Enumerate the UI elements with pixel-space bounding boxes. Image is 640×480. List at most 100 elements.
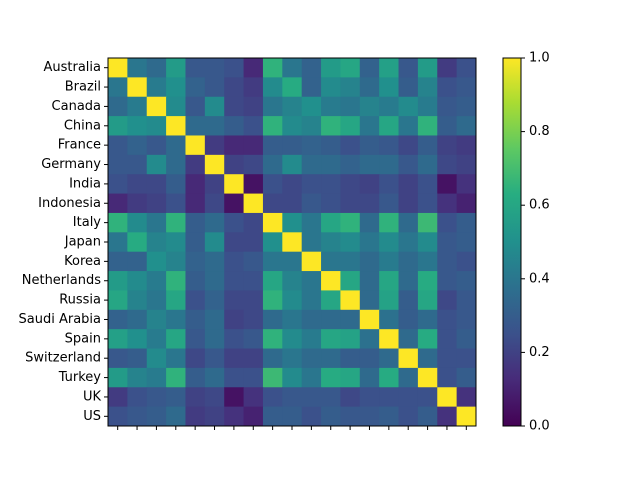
heatmap-cell-3-2 (146, 116, 167, 136)
heatmap-cell-14-6 (224, 329, 245, 350)
heatmap-cell-3-12 (340, 116, 361, 136)
heatmap-cell-9-10 (301, 232, 322, 253)
heatmap-cell-3-4 (185, 116, 206, 136)
heatmap-cell-0-4 (185, 58, 206, 78)
heatmap-cell-10-17 (437, 251, 458, 272)
heatmap-cell-4-10 (301, 135, 322, 156)
heatmap-cell-9-5 (204, 232, 225, 253)
heatmap-cell-14-7 (243, 329, 264, 350)
heatmap-cell-10-3 (166, 251, 186, 272)
y-tick-label: US (83, 409, 101, 424)
heatmap-cell-18-8 (262, 406, 283, 427)
heatmap-cell-10-6 (224, 251, 245, 272)
heatmap-cell-7-13 (359, 193, 380, 214)
heatmap-cell-15-16 (417, 348, 438, 369)
heatmap-cell-0-10 (301, 58, 322, 78)
heatmap-cell-3-14 (379, 116, 400, 136)
heatmap-cell-17-3 (166, 387, 186, 408)
heatmap-cell-15-15 (398, 348, 419, 369)
heatmap-cell-18-16 (417, 406, 438, 427)
heatmap-cell-4-5 (204, 135, 225, 156)
heatmap-cell-15-4 (185, 348, 206, 369)
heatmap-cell-10-16 (417, 251, 438, 272)
heatmap-cell-11-0 (108, 271, 128, 291)
heatmap-cell-15-7 (243, 348, 264, 369)
heatmap-cell-2-12 (340, 96, 361, 117)
heatmap-cell-7-12 (340, 193, 361, 214)
heatmap-cell-7-1 (127, 193, 148, 214)
heatmap-cell-10-7 (243, 251, 264, 272)
heatmap-cell-6-18 (456, 174, 477, 195)
heatmap-cell-2-15 (398, 96, 419, 117)
heatmap-cell-6-14 (379, 174, 400, 195)
heatmap-cell-1-0 (108, 77, 128, 98)
heatmap-cell-9-18 (456, 232, 477, 253)
heatmap-cell-1-9 (282, 77, 303, 98)
heatmap-cell-5-16 (417, 154, 438, 175)
heatmap-cell-7-0 (108, 193, 128, 214)
y-tick-label: Japan (64, 235, 101, 250)
heatmap-cell-0-12 (340, 58, 361, 78)
heatmap-cell-17-9 (282, 387, 303, 408)
heatmap-cell-4-8 (262, 135, 283, 156)
heatmap-cell-4-7 (243, 135, 264, 156)
heatmap-cell-15-8 (262, 348, 283, 369)
heatmap-cell-13-10 (301, 309, 322, 330)
heatmap-cell-13-16 (417, 309, 438, 330)
heatmap-cell-0-17 (437, 58, 458, 78)
heatmap-cell-10-1 (127, 251, 148, 272)
heatmap-cell-17-13 (359, 387, 380, 408)
heatmap-cell-5-4 (185, 154, 206, 175)
heatmap-cell-13-11 (321, 309, 341, 330)
heatmap-cell-18-15 (398, 406, 419, 427)
heatmap-cell-5-13 (359, 154, 380, 175)
y-tick-labels: Australia Brazil Canada China France Germany I… (19, 60, 108, 424)
heatmap-cell-1-7 (243, 77, 264, 98)
heatmap-cell-12-3 (166, 290, 186, 311)
heatmap-cell-18-14 (379, 406, 400, 427)
heatmap-cell-2-9 (282, 96, 303, 117)
heatmap-cell-0-0 (108, 58, 128, 78)
heatmap-cell-18-6 (224, 406, 245, 427)
heatmap-cell-15-9 (282, 348, 303, 369)
heatmap-cell-12-18 (456, 290, 477, 311)
heatmap-cell-4-4 (185, 135, 206, 156)
heatmap-cell-16-8 (262, 367, 283, 388)
heatmap-cell-14-2 (146, 329, 167, 350)
heatmap-cell-15-6 (224, 348, 245, 369)
heatmap-cell-7-9 (282, 193, 303, 214)
heatmap-cell-9-13 (359, 232, 380, 253)
heatmap-cell-2-11 (321, 96, 341, 117)
heatmap-cell-12-13 (359, 290, 380, 311)
heatmap-cell-13-14 (379, 309, 400, 330)
heatmap-cell-2-4 (185, 96, 206, 117)
heatmap-cell-8-18 (456, 212, 477, 233)
heatmap-cell-14-18 (456, 329, 477, 350)
plot-frame (107, 57, 477, 427)
heatmap-cell-11-5 (204, 271, 225, 291)
heatmap-cell-5-1 (127, 154, 148, 175)
heatmap-cell-7-6 (224, 193, 245, 214)
heatmap-cell-13-8 (262, 309, 283, 330)
heatmap-cell-15-18 (456, 348, 477, 369)
heatmap-cell-8-10 (301, 212, 322, 233)
heatmap-cell-5-6 (224, 154, 245, 175)
heatmap-cell-14-4 (185, 329, 206, 350)
heatmap-cell-4-12 (340, 135, 361, 156)
heatmap-cell-12-16 (417, 290, 438, 311)
heatmap-cell-9-15 (398, 232, 419, 253)
y-tick-label: Korea (64, 254, 101, 269)
heatmap-cell-15-3 (166, 348, 186, 369)
x-ticks (117, 426, 467, 430)
y-tick-label: Italy (73, 215, 102, 230)
heatmap-cell-11-14 (379, 271, 400, 291)
heatmap-cell-12-11 (321, 290, 341, 311)
heatmap-cell-14-0 (108, 329, 128, 350)
heatmap-cell-12-0 (108, 290, 128, 311)
heatmap-cell-18-11 (321, 406, 341, 427)
heatmap-cell-9-12 (340, 232, 361, 253)
heatmap-cell-2-17 (437, 96, 458, 117)
heatmap-cell-4-6 (224, 135, 245, 156)
colorbar-ticks: 0.0 0.2 0.4 0.6 0.8 1.0 (521, 51, 550, 434)
heatmap-cell-12-14 (379, 290, 400, 311)
